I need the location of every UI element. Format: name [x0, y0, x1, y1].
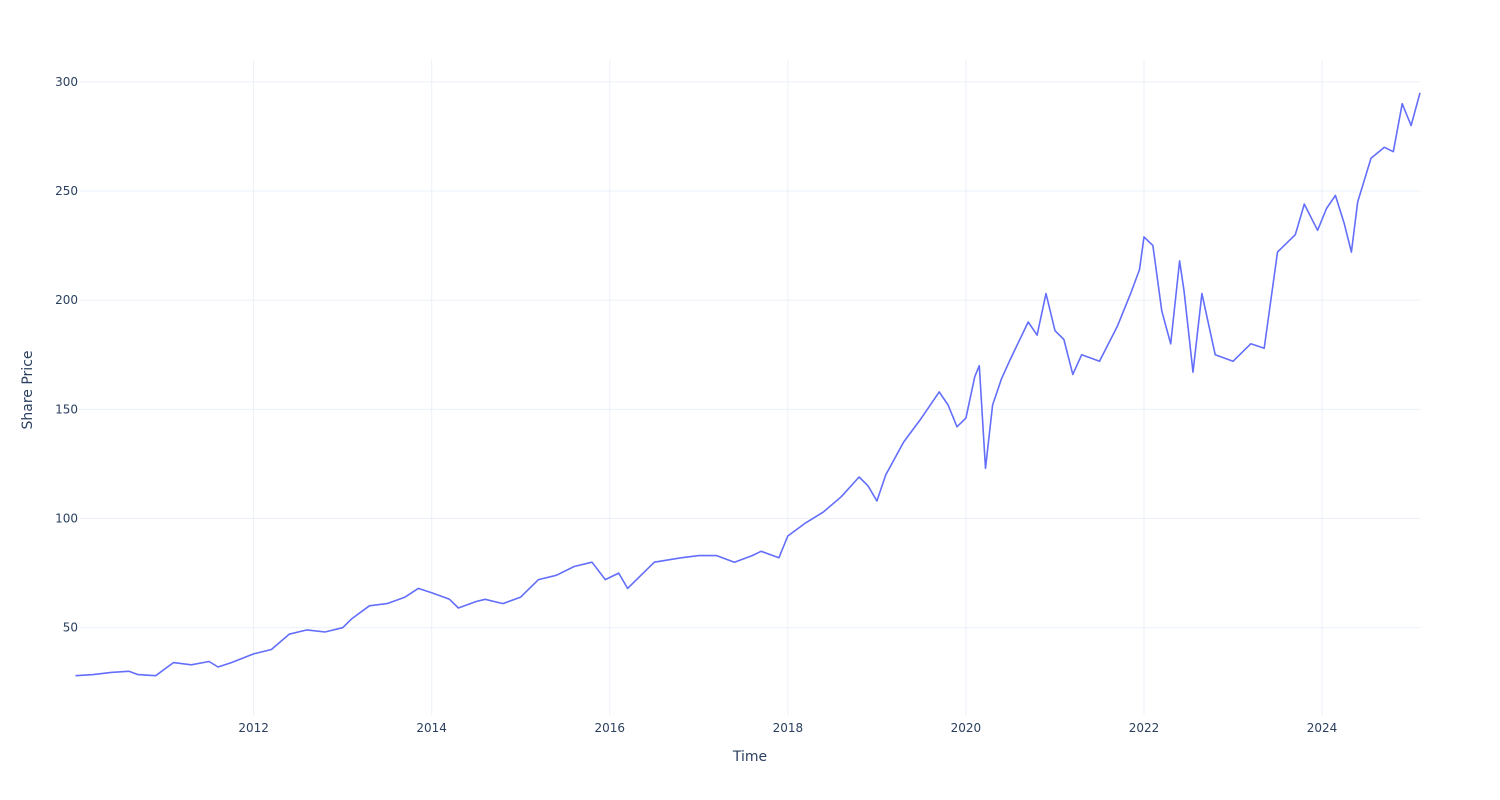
x-tick-label: 2020 [951, 721, 982, 735]
y-axis-title: Share Price [20, 350, 36, 429]
x-tick-label: 2014 [416, 721, 447, 735]
series-line [75, 92, 1421, 677]
x-tick-label: 2012 [238, 721, 269, 735]
plot-area [75, 92, 1421, 677]
x-axis-title: Time [732, 749, 767, 765]
x-tick-label: 2024 [1307, 721, 1338, 735]
y-tick-label: 150 [55, 402, 78, 416]
x-tick-label: 2016 [594, 721, 625, 735]
gridlines [80, 60, 1420, 715]
x-tick-label: 2018 [773, 721, 804, 735]
y-tick-label: 50 [63, 621, 78, 635]
y-tick-label: 100 [55, 512, 78, 526]
y-tick-label: 250 [55, 184, 78, 198]
y-tick-label: 300 [55, 75, 78, 89]
y-tick-label: 200 [55, 293, 78, 307]
x-tick-label: 2022 [1129, 721, 1160, 735]
tick-labels: 2012 2014 2016 2018 2020 2022 2024 50 100 150 200 2… [55, 75, 1337, 735]
